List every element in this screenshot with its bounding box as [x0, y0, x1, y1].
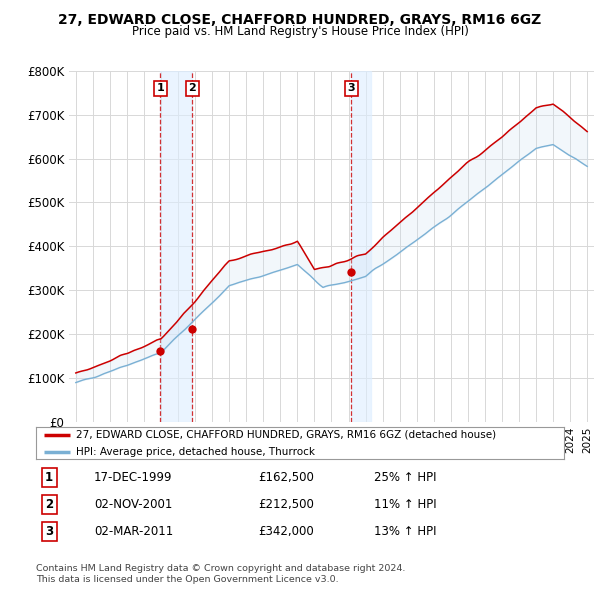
Bar: [160, 71, 193, 422]
Text: 3: 3: [347, 83, 355, 93]
Text: Price paid vs. HM Land Registry's House Price Index (HPI): Price paid vs. HM Land Registry's House …: [131, 25, 469, 38]
Text: 2: 2: [188, 83, 196, 93]
Text: 02-MAR-2011: 02-MAR-2011: [94, 525, 173, 538]
Text: £162,500: £162,500: [258, 471, 314, 484]
Text: This data is licensed under the Open Government Licence v3.0.: This data is licensed under the Open Gov…: [36, 575, 338, 584]
Text: 1: 1: [45, 471, 53, 484]
Text: 1: 1: [157, 83, 164, 93]
Text: 02-NOV-2001: 02-NOV-2001: [94, 498, 172, 511]
Text: 13% ↑ HPI: 13% ↑ HPI: [374, 525, 436, 538]
Text: 17-DEC-1999: 17-DEC-1999: [94, 471, 173, 484]
Text: 27, EDWARD CLOSE, CHAFFORD HUNDRED, GRAYS, RM16 6GZ: 27, EDWARD CLOSE, CHAFFORD HUNDRED, GRAY…: [58, 13, 542, 27]
Text: £212,500: £212,500: [258, 498, 314, 511]
Text: £342,000: £342,000: [258, 525, 314, 538]
Text: 2: 2: [45, 498, 53, 511]
Text: Contains HM Land Registry data © Crown copyright and database right 2024.: Contains HM Land Registry data © Crown c…: [36, 565, 406, 573]
Text: 11% ↑ HPI: 11% ↑ HPI: [374, 498, 437, 511]
Text: 25% ↑ HPI: 25% ↑ HPI: [374, 471, 436, 484]
Text: HPI: Average price, detached house, Thurrock: HPI: Average price, detached house, Thur…: [76, 447, 314, 457]
Text: 3: 3: [45, 525, 53, 538]
Bar: [352, 71, 371, 422]
Text: 27, EDWARD CLOSE, CHAFFORD HUNDRED, GRAYS, RM16 6GZ (detached house): 27, EDWARD CLOSE, CHAFFORD HUNDRED, GRAY…: [76, 430, 496, 440]
